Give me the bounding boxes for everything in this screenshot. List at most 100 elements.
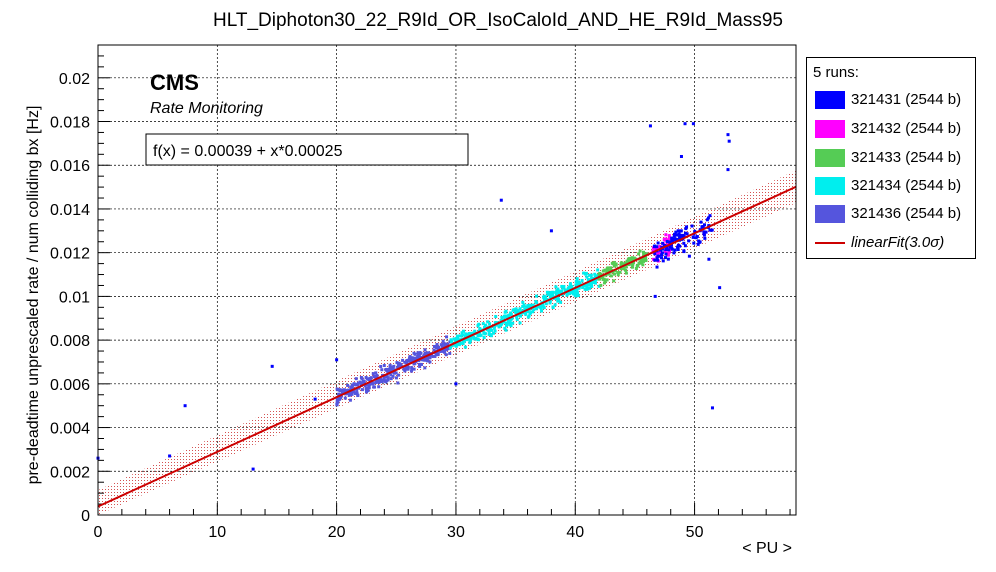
legend-swatch-321434 bbox=[815, 177, 845, 195]
data-point-321433 bbox=[625, 259, 629, 263]
data-point-321436 bbox=[399, 362, 403, 366]
data-point-321433 bbox=[634, 267, 638, 271]
data-point-321433 bbox=[622, 267, 626, 271]
data-point-321434 bbox=[593, 272, 597, 276]
data-point-321431 bbox=[668, 245, 672, 249]
data-point-321434 bbox=[461, 333, 465, 337]
data-point-321434 bbox=[549, 295, 553, 299]
data-point-321433 bbox=[602, 277, 606, 281]
data-point-321433 bbox=[606, 266, 610, 270]
data-point-321436 bbox=[408, 359, 412, 363]
legend-swatch-321431 bbox=[815, 91, 845, 109]
data-point-321431 bbox=[664, 252, 668, 256]
data-point-321434 bbox=[574, 283, 578, 287]
data-point-321431 bbox=[656, 254, 660, 258]
data-point-321434 bbox=[560, 284, 564, 288]
data-point-321436 bbox=[405, 361, 409, 365]
data-point-321434 bbox=[587, 283, 591, 287]
data-point-321434 bbox=[563, 288, 567, 292]
data-point-321436 bbox=[411, 358, 415, 362]
data-point-321436 bbox=[406, 367, 410, 371]
data-point-321433 bbox=[637, 261, 641, 265]
data-point-321431 bbox=[685, 232, 689, 236]
data-point-321433 bbox=[637, 252, 641, 256]
data-point-321434 bbox=[498, 323, 502, 327]
data-point-321436 bbox=[448, 351, 452, 355]
legend-entry-321431: 321431 (2544 b) bbox=[813, 88, 973, 112]
data-point-321431 bbox=[682, 241, 686, 245]
data-point-321436 bbox=[412, 357, 416, 361]
data-point-321434 bbox=[551, 294, 555, 298]
data-point-321436 bbox=[337, 392, 341, 396]
data-point-321436 bbox=[413, 361, 417, 365]
data-point-321431 bbox=[696, 242, 700, 246]
data-point-321433 bbox=[605, 269, 609, 273]
data-point-321434 bbox=[505, 316, 509, 320]
data-point-321436 bbox=[441, 342, 445, 346]
data-point-321434 bbox=[519, 314, 523, 318]
data-point-321434 bbox=[548, 299, 552, 303]
data-point-321436 bbox=[444, 353, 448, 357]
data-point-321431 bbox=[648, 124, 652, 128]
y-tick-label: 0.016 bbox=[50, 158, 90, 175]
data-point-321434 bbox=[476, 334, 480, 338]
data-point-321431 bbox=[702, 231, 706, 235]
data-point-321433 bbox=[642, 253, 646, 257]
data-point-321433 bbox=[638, 249, 642, 253]
data-point-321434 bbox=[526, 315, 530, 319]
data-point-321436 bbox=[446, 347, 450, 351]
data-point-321434 bbox=[557, 299, 561, 303]
data-point-321434 bbox=[486, 320, 490, 324]
data-point-321432 bbox=[666, 251, 670, 255]
data-point-321436 bbox=[391, 365, 395, 369]
data-point-321434 bbox=[597, 284, 601, 288]
data-point-321434 bbox=[478, 331, 482, 335]
data-point-321436 bbox=[403, 369, 407, 373]
data-point-321431 bbox=[676, 229, 680, 233]
data-point-321436 bbox=[393, 370, 397, 374]
data-point-321431 bbox=[313, 397, 317, 401]
data-point-321434 bbox=[458, 341, 462, 345]
data-point-321431 bbox=[335, 358, 339, 362]
data-point-321436 bbox=[368, 377, 372, 381]
data-point-321436 bbox=[440, 344, 444, 348]
data-point-321431 bbox=[659, 248, 663, 252]
data-point-321434 bbox=[585, 275, 589, 279]
data-point-321434 bbox=[529, 304, 533, 308]
y-tick-label: 0.008 bbox=[50, 333, 90, 350]
legend-swatch-321436 bbox=[815, 205, 845, 223]
data-point-321431 bbox=[682, 234, 686, 238]
data-point-321431 bbox=[660, 256, 664, 260]
data-point-321434 bbox=[466, 337, 470, 341]
data-point-321431 bbox=[679, 229, 683, 233]
x-tick-label: 30 bbox=[447, 524, 465, 541]
data-point-321436 bbox=[372, 374, 376, 378]
data-point-321436 bbox=[410, 356, 414, 360]
data-point-321431 bbox=[676, 247, 680, 251]
data-point-321434 bbox=[493, 329, 497, 333]
data-point-321434 bbox=[542, 306, 546, 310]
data-point-321436 bbox=[391, 374, 395, 378]
data-point-321433 bbox=[597, 277, 601, 281]
data-point-321434 bbox=[586, 277, 590, 281]
data-point-321431 bbox=[674, 237, 678, 241]
data-point-321436 bbox=[367, 382, 371, 386]
data-point-321434 bbox=[593, 281, 597, 285]
data-point-321434 bbox=[548, 291, 552, 295]
data-point-321436 bbox=[426, 359, 430, 363]
data-point-321434 bbox=[524, 312, 528, 316]
data-point-321431 bbox=[685, 225, 689, 229]
data-point-321431 bbox=[666, 248, 670, 252]
data-point-321434 bbox=[557, 289, 561, 293]
data-point-321434 bbox=[568, 282, 572, 286]
data-point-321436 bbox=[339, 395, 343, 399]
data-point-321432 bbox=[667, 236, 671, 240]
data-point-321436 bbox=[336, 388, 340, 392]
legend-entry-321436: 321436 (2544 b) bbox=[813, 202, 973, 226]
data-point-321433 bbox=[641, 263, 645, 267]
data-point-321436 bbox=[336, 400, 340, 404]
data-point-321434 bbox=[507, 313, 511, 317]
data-point-321434 bbox=[481, 322, 485, 326]
y-tick-label: 0.014 bbox=[50, 202, 90, 219]
data-point-321434 bbox=[556, 287, 560, 291]
